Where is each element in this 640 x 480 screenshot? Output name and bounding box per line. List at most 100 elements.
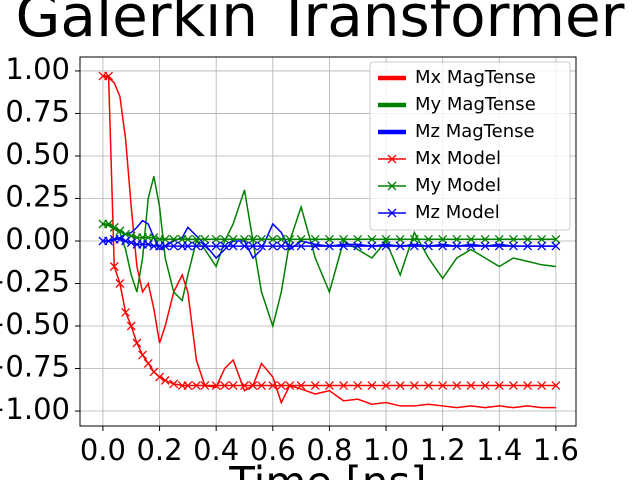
marker [353, 234, 363, 244]
marker [353, 241, 363, 251]
y-tick-label: −0.75 [0, 350, 70, 384]
marker [149, 233, 159, 243]
marker [109, 222, 119, 232]
marker [143, 358, 153, 368]
marker [551, 234, 561, 244]
marker [211, 381, 221, 390]
marker [324, 234, 334, 244]
legend-marker [387, 154, 397, 164]
marker [494, 381, 504, 390]
marker [121, 236, 131, 246]
marker [257, 381, 266, 390]
y-tick-label: 1.00 [5, 52, 70, 86]
marker [537, 381, 547, 390]
legend-box [369, 61, 571, 231]
marker [211, 241, 221, 251]
marker [169, 379, 179, 389]
marker [395, 234, 405, 244]
marker [183, 234, 193, 244]
marker [191, 381, 201, 390]
marker [191, 234, 201, 244]
marker [169, 234, 179, 244]
marker [160, 241, 170, 251]
marker [200, 234, 210, 244]
marker [104, 236, 114, 246]
x-tick-label: 1.6 [533, 433, 579, 467]
marker [220, 234, 230, 244]
x-tick-label: 1.2 [420, 433, 466, 467]
marker [160, 375, 170, 385]
marker [381, 241, 391, 251]
marker [409, 234, 419, 244]
marker [191, 241, 201, 251]
legend-marker [387, 181, 397, 191]
marker [248, 234, 258, 244]
marker [452, 241, 462, 251]
marker [452, 234, 462, 244]
marker [367, 381, 377, 390]
marker [551, 381, 561, 390]
marker [424, 381, 433, 390]
marker [126, 321, 136, 331]
marker [104, 219, 114, 229]
marker [438, 234, 448, 244]
marker [155, 372, 165, 382]
marker [228, 381, 238, 390]
marker [494, 241, 504, 251]
marker [115, 234, 125, 244]
marker [381, 234, 391, 244]
marker [132, 338, 142, 348]
marker [183, 381, 193, 390]
marker [466, 241, 476, 251]
marker [339, 241, 349, 251]
marker [466, 381, 476, 390]
marker [268, 234, 278, 244]
marker [424, 241, 433, 251]
marker [395, 241, 405, 251]
marker [438, 241, 448, 251]
marker [276, 241, 286, 251]
legend-label: Mz MagTense [415, 121, 535, 142]
marker [381, 381, 391, 390]
marker [296, 234, 306, 244]
marker [276, 381, 286, 390]
x-tick-label: 0.4 [193, 433, 239, 467]
marker [240, 381, 249, 390]
marker [228, 241, 238, 251]
marker [480, 234, 490, 244]
legend-label: Mx MagTense [415, 67, 536, 88]
marker [523, 381, 533, 390]
marker [143, 239, 153, 249]
marker [424, 234, 433, 244]
marker [353, 381, 363, 390]
marker [310, 241, 320, 251]
marker [257, 234, 266, 244]
legend-label: My Model [415, 175, 501, 196]
marker [409, 241, 419, 251]
marker [220, 381, 230, 390]
y-tick-label: 0.00 [5, 222, 70, 256]
marker [248, 241, 258, 251]
y-tick-label: −1.00 [0, 392, 70, 426]
x-tick-label: 0.0 [80, 433, 126, 467]
marker [310, 381, 320, 390]
marker [200, 381, 210, 390]
marker [285, 241, 295, 251]
marker [296, 381, 306, 390]
marker [508, 381, 518, 390]
x-tick-label: 0.6 [250, 433, 296, 467]
legend-marker [387, 208, 397, 218]
series-line [102, 75, 556, 409]
marker [508, 234, 518, 244]
plot-area [98, 71, 561, 409]
marker [494, 234, 504, 244]
marker [367, 234, 377, 244]
marker [183, 241, 193, 251]
marker [523, 234, 533, 244]
marker [169, 241, 179, 251]
y-tick-label: −0.25 [0, 265, 70, 299]
legend-label: Mx Model [415, 148, 501, 169]
marker [211, 234, 221, 244]
legend-label: Mz Model [415, 202, 500, 223]
